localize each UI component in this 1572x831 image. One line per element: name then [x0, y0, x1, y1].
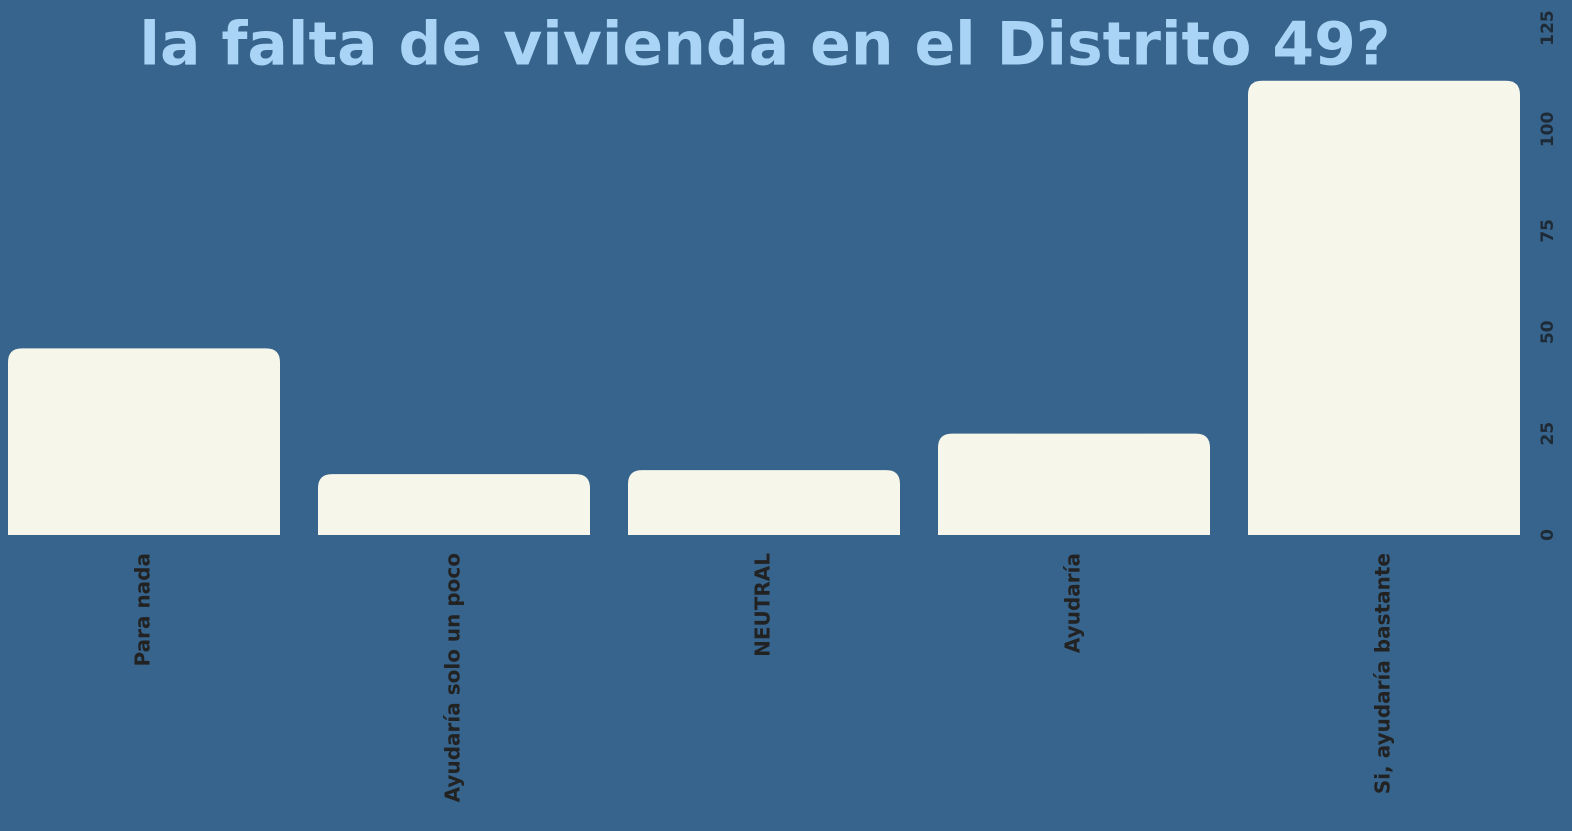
y-tick-label: 75	[1538, 219, 1558, 243]
y-tick-label: 50	[1538, 320, 1558, 344]
chart-title: la falta de vivienda en el Distrito 49?	[139, 10, 1390, 80]
x-tick-label: Ayudaría solo un poco	[441, 553, 465, 802]
x-tick-label: Para nada	[131, 553, 155, 667]
bar	[1248, 80, 1520, 535]
y-tick-label: 125	[1538, 10, 1558, 46]
x-tick-label: Si, ayudaría bastante	[1371, 553, 1395, 794]
bar	[318, 474, 590, 535]
x-tick-label: Ayudaría	[1061, 553, 1085, 653]
y-tick-label: 0	[1538, 529, 1558, 541]
y-tick-label: 100	[1538, 111, 1558, 147]
bar	[8, 348, 280, 535]
bar	[628, 470, 900, 535]
bar	[938, 433, 1210, 535]
y-tick-label: 25	[1538, 422, 1558, 446]
x-tick-label: NEUTRAL	[751, 553, 775, 657]
